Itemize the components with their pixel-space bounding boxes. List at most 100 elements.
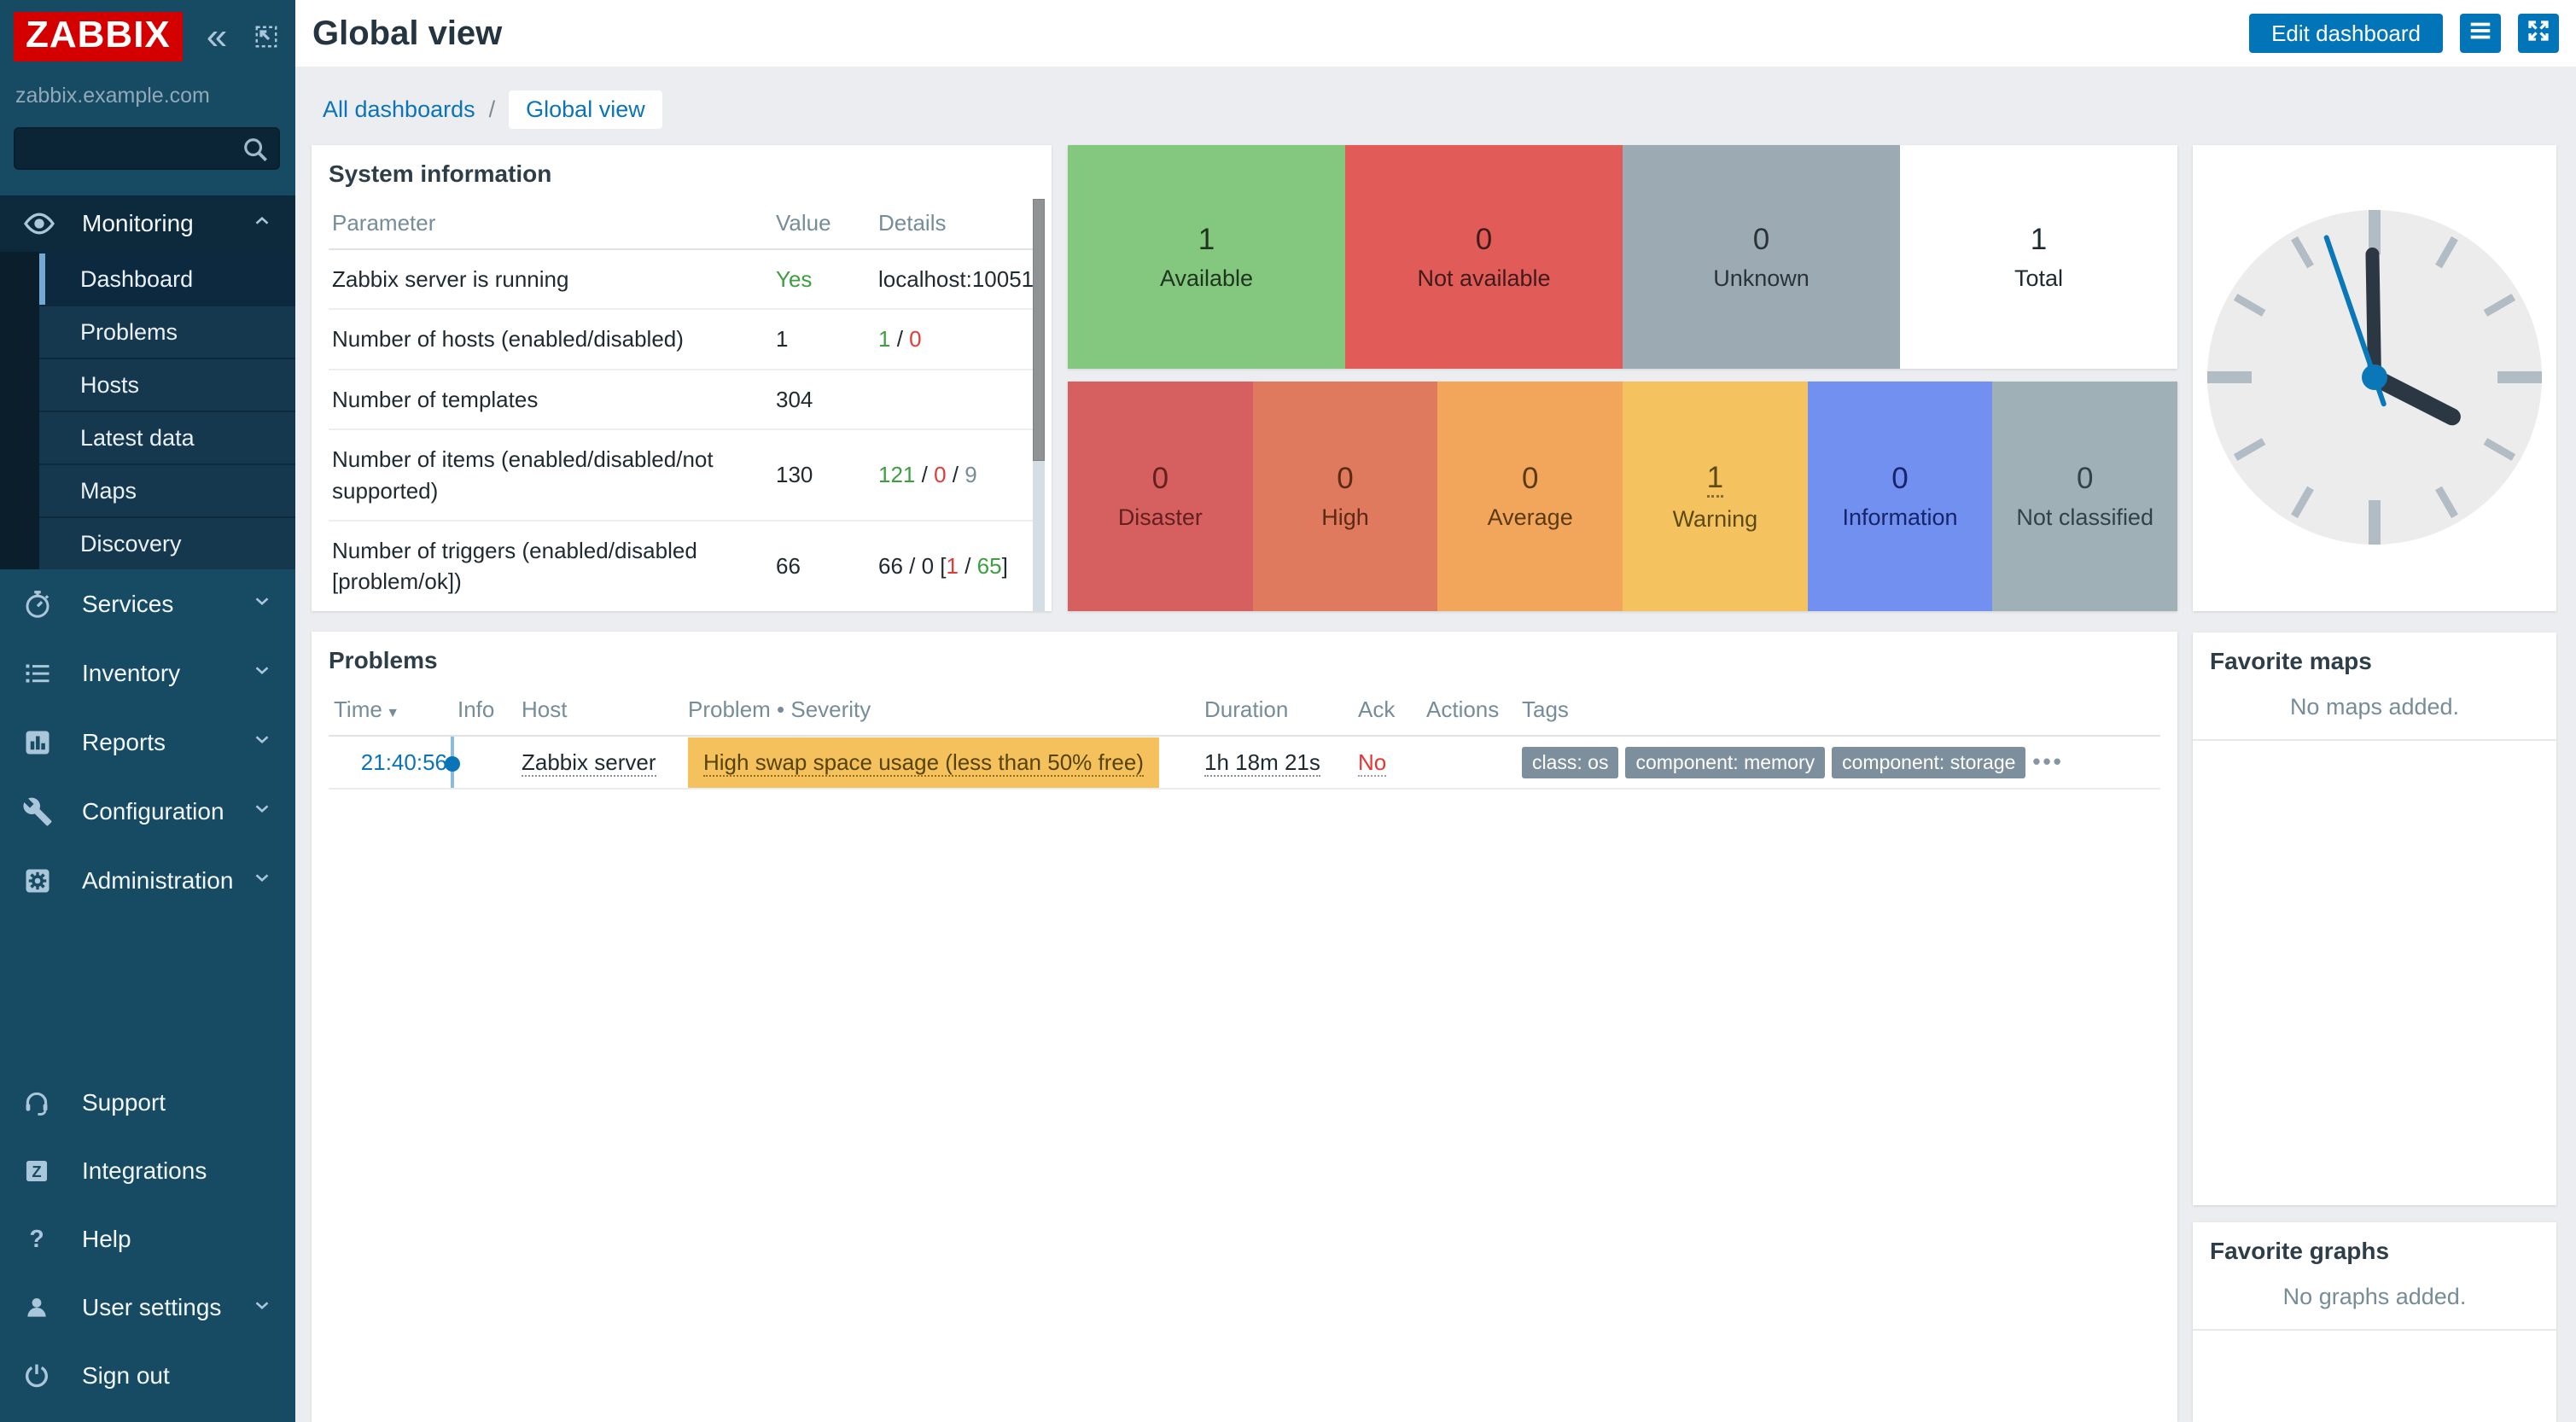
fullscreen-button[interactable] <box>2518 14 2559 53</box>
sidebar-item-support[interactable]: Support <box>0 1069 295 1137</box>
chevron-down-icon <box>251 1294 273 1322</box>
sidebar-item-sign-out[interactable]: Sign out <box>0 1342 295 1410</box>
divider <box>2193 739 2556 741</box>
sidebar-item-maps[interactable]: Maps <box>39 463 295 516</box>
sidebar-item-latest-data[interactable]: Latest data <box>39 411 295 463</box>
severity-cell-information: 0 Information <box>1807 382 1993 611</box>
sidebar-footer-navigation: Support Z Integrations? Help User settings Si… <box>0 1069 295 1410</box>
column-header-value: Value <box>772 198 875 250</box>
chevron-down-icon <box>251 728 273 756</box>
sidebar-item-configuration[interactable]: Configuration <box>0 777 295 846</box>
count-label: Available <box>1159 265 1254 291</box>
host-link[interactable]: Zabbix server <box>522 749 656 777</box>
problems-widget: Problems Time ▼ Info Host Problem • Severit… <box>312 632 2177 1422</box>
problems-by-severity-widget: 0 Disaster 0 High 0 Average 1 Warning 0 Informati… <box>1068 382 2177 611</box>
headset-icon <box>22 1088 82 1117</box>
details-cell: 66 / 0 [1 / 65] <box>875 520 1034 611</box>
count-value: 0 <box>1752 222 1770 256</box>
column-header-time[interactable]: Time ▼ <box>329 685 452 737</box>
sidebar-item-user-settings[interactable]: User settings <box>0 1273 295 1342</box>
chevron-down-icon <box>251 866 273 895</box>
scrollbar[interactable] <box>1033 199 1045 611</box>
sidebar-item-dashboard[interactable]: Dashboard <box>39 252 295 305</box>
tag-badge[interactable]: class: os <box>1522 746 1619 778</box>
nav-group-configuration: Configuration <box>0 777 295 846</box>
column-header-problem-severity: Problem • Severity <box>683 685 1199 737</box>
count-value: 0 <box>1337 462 1354 495</box>
sidebar-item-inventory[interactable]: Inventory <box>0 638 295 708</box>
duration-link[interactable]: 1h 18m 21s <box>1204 749 1320 777</box>
value-cell: 130 <box>772 429 875 522</box>
page-title: Global view <box>312 14 503 52</box>
chevron-down-icon <box>251 797 273 825</box>
svg-text:?: ? <box>29 1226 44 1253</box>
parameter-cell: Number of items (enabled/disabled/not su… <box>329 429 772 522</box>
count-label: Total <box>2014 265 2064 291</box>
sidebar-item-help[interactable]: ? Help <box>0 1205 295 1273</box>
z-badge-icon: Z <box>22 1157 82 1186</box>
count-value: 0 <box>1891 462 1909 495</box>
divider <box>2193 1329 2556 1331</box>
info-cell <box>445 736 516 790</box>
actions-cell <box>1421 736 1517 790</box>
widget-title: Problems <box>329 647 438 673</box>
more-tags-button[interactable]: ••• <box>2032 748 2064 774</box>
main-navigation: Monitoring Dashboard Problems Hosts Latest d… <box>0 195 295 915</box>
column-header-info: Info <box>452 685 516 737</box>
stopwatch-icon <box>22 589 82 620</box>
parameter-cell: Number of hosts (enabled/disabled) <box>329 309 772 370</box>
tags-cell: class: os component: memory component: sto… <box>1517 736 2160 790</box>
search-icon[interactable] <box>239 133 271 170</box>
sidebar-item-hosts[interactable]: Hosts <box>39 358 295 411</box>
severity-cell-average: 0 Average <box>1437 382 1623 611</box>
page-header: Global view Edit dashboard <box>295 0 2576 67</box>
problem-time-link[interactable]: 21:40:56 <box>360 749 447 775</box>
sidebar-item-problems[interactable]: Problems <box>39 305 295 358</box>
count-value: 1 <box>1198 222 1215 256</box>
nav-group-inventory: Inventory <box>0 638 295 708</box>
sidebar-item-reports[interactable]: Reports <box>0 708 295 777</box>
sidebar-item-monitoring[interactable]: Monitoring <box>0 195 295 252</box>
count-label: Disaster <box>1117 504 1203 530</box>
eye-icon <box>22 207 82 241</box>
sidebar-collapse-button[interactable]: « <box>206 15 228 57</box>
severity-cell-not-classified: 0 Not classified <box>1992 382 2177 611</box>
widget-title: System information <box>329 160 552 187</box>
ack-link[interactable]: No <box>1358 749 1387 777</box>
details-cell: localhost:10051 <box>875 249 1034 311</box>
details-cell: 121 / 0 / 9 <box>875 429 1034 522</box>
list-icon <box>22 658 82 689</box>
tag-badge[interactable]: component: storage <box>1832 746 2026 778</box>
availability-cell-available: 1 Available <box>1068 145 1345 369</box>
breadcrumb-current-tab[interactable]: Global view <box>509 90 662 129</box>
parameter-cell: Number of triggers (enabled/disabled [pr… <box>329 520 772 611</box>
system-information-widget: System information Parameter Value Details… <box>312 145 1052 611</box>
zabbix-logo[interactable]: ZABBIX <box>14 12 183 61</box>
sort-desc-icon: ▼ <box>382 706 400 720</box>
widget-title: Favorite maps <box>2210 648 2372 674</box>
count-label: Unknown <box>1713 265 1810 291</box>
sidebar-item-integrations[interactable]: Z Integrations <box>0 1137 295 1205</box>
sidebar-item-discovery[interactable]: Discovery <box>39 516 295 569</box>
wrench-icon <box>22 796 82 827</box>
problem-link[interactable]: High swap space usage (less than 50% fre… <box>703 749 1144 777</box>
parameter-cell: Zabbix server is running <box>329 249 772 311</box>
edit-dashboard-button[interactable]: Edit dashboard <box>2249 14 2443 53</box>
sidebar-item-administration[interactable]: Administration <box>0 846 295 915</box>
problem-severity-cell: High swap space usage (less than 50% fre… <box>688 737 1159 788</box>
minute-hand <box>2365 248 2381 383</box>
host-availability-widget: 1 Available 0 Not available 0 Unknown 1 Total <box>1068 145 2177 369</box>
tag-badge[interactable]: component: memory <box>1625 746 1826 778</box>
nav-group-monitoring: Monitoring Dashboard Problems Hosts Latest d… <box>0 195 295 569</box>
count-label: Information <box>1842 504 1958 530</box>
scrollbar-thumb[interactable] <box>1033 199 1045 461</box>
dashboard-menu-button[interactable] <box>2460 14 2501 53</box>
breadcrumb-all-dashboards-link[interactable]: All dashboards <box>323 96 475 122</box>
table-row: Number of items (enabled/disabled/not su… <box>329 429 1034 522</box>
nav-group-services: Services <box>0 569 295 638</box>
chevron-up-icon <box>251 210 273 238</box>
search-input[interactable] <box>14 127 280 170</box>
sidebar-hide-icon[interactable] <box>251 21 282 52</box>
count-value[interactable]: 1 <box>1706 461 1724 498</box>
sidebar-item-services[interactable]: Services <box>0 569 295 638</box>
